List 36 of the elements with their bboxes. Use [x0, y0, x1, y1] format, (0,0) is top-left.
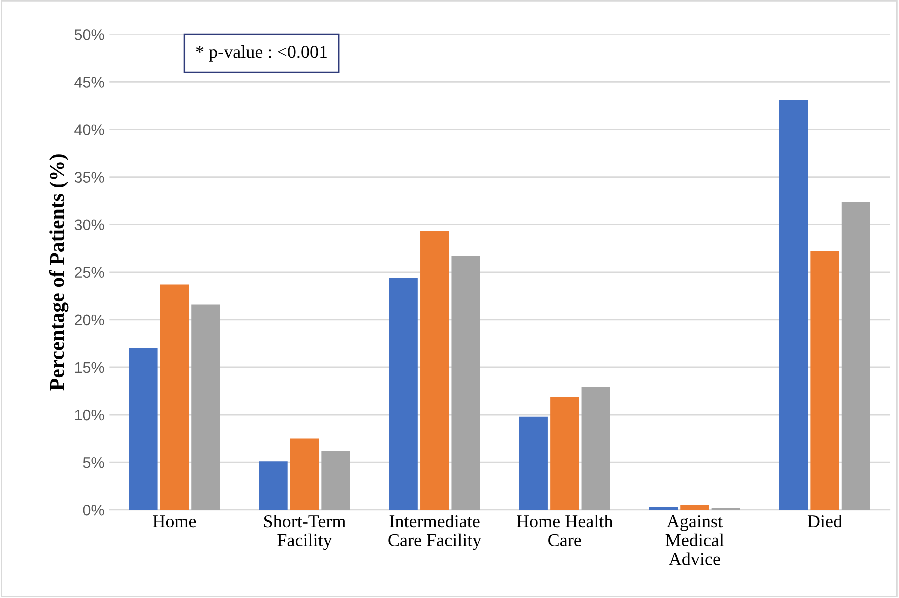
y-tick-label: 30% — [74, 220, 104, 231]
bar — [452, 256, 480, 510]
bar — [810, 251, 840, 510]
bar — [779, 100, 808, 510]
y-tick-label: 40% — [74, 124, 104, 136]
y-tick-label: 20% — [75, 314, 104, 326]
y-tick-label: 25% — [75, 267, 104, 278]
x-tick-label: Home Health Care — [517, 514, 614, 547]
y-tick-label: 35% — [74, 172, 104, 183]
bar — [550, 396, 580, 510]
x-tick-label: Died — [808, 514, 842, 528]
bar — [259, 462, 288, 510]
y-tick-label: 0% — [83, 504, 104, 516]
bar — [389, 278, 418, 510]
y-axis-title: Percentage of Patients (%) — [49, 154, 69, 391]
annotation: * p-value : <0.001 — [196, 46, 327, 62]
x-tick-label: Home — [153, 516, 196, 528]
x-tick-label: Intermediate Care Facility — [388, 514, 482, 550]
bar — [420, 232, 450, 510]
y-tick-label: 5% — [83, 457, 104, 468]
bar — [160, 284, 190, 510]
x-tick-label: Against Medical Advice — [666, 515, 724, 566]
y-tick-label: 10% — [75, 410, 104, 421]
y-tick-label: 15% — [75, 362, 104, 374]
y-tick-label: 45% — [74, 77, 104, 88]
bar — [680, 505, 710, 510]
bar — [322, 451, 350, 510]
bar — [582, 387, 610, 510]
bar — [192, 304, 220, 510]
bar — [290, 438, 320, 510]
bar — [519, 416, 548, 510]
bar — [649, 507, 678, 510]
bar — [842, 202, 870, 510]
bar — [129, 348, 158, 510]
x-tick-label: Short-Term Facility — [264, 514, 346, 550]
y-tick-label: 50% — [74, 30, 104, 40]
